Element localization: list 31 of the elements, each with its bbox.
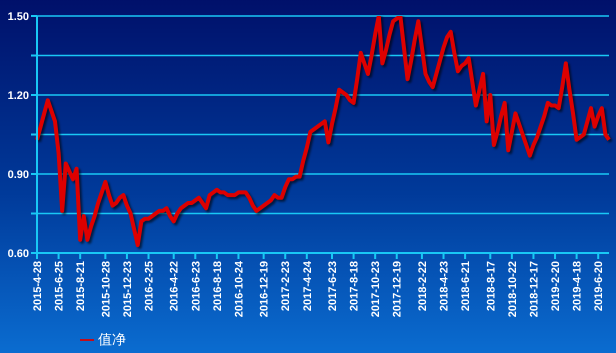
y-tick-label: 0.90 xyxy=(8,168,29,181)
x-tick-label: 2018-8-17 xyxy=(485,261,498,312)
y-tick-label: 1.50 xyxy=(8,10,29,23)
x-tick-label: 2017-8-18 xyxy=(348,261,361,312)
x-tick-label: 2016-6-23 xyxy=(190,261,202,312)
x-tick-label: 2015-8-21 xyxy=(75,261,88,312)
x-tick-label: 2018-2-22 xyxy=(416,261,429,312)
x-tick-label: 2018-6-21 xyxy=(460,261,472,312)
x-tick-label: 2019-2-20 xyxy=(550,261,562,312)
x-tick-label: 2018-12-17 xyxy=(528,261,540,318)
x-tick-label: 2018-10-22 xyxy=(506,261,519,318)
x-tick-label: 2015-4-28 xyxy=(32,261,44,312)
y-tick-label: 0.60 xyxy=(8,248,29,260)
x-tick-label: 2019-4-18 xyxy=(572,261,584,312)
legend-label: 值净 xyxy=(98,333,126,348)
x-tick-label: 2016-8-18 xyxy=(212,261,224,312)
x-tick-label: 2016-10-24 xyxy=(233,260,246,318)
x-tick-label: 2016-2-25 xyxy=(144,261,156,312)
x-tick-label: 2017-4-24 xyxy=(302,260,314,312)
x-tick-label: 2017-6-23 xyxy=(326,261,339,312)
x-tick-label: 2016-12-19 xyxy=(258,261,271,318)
x-tick-label: 2015-12-23 xyxy=(122,261,134,318)
x-tick-label: 2016-4-22 xyxy=(168,261,181,312)
x-tick-label: 2015-6-25 xyxy=(54,261,66,312)
x-tick-label: 2017-10-23 xyxy=(370,261,382,318)
x-tick-label: 2018-4-23 xyxy=(438,261,451,312)
x-tick-label: 2017-12-19 xyxy=(392,261,404,318)
x-tick-label: 2017-2-23 xyxy=(280,261,292,312)
x-tick-label: 2015-10-28 xyxy=(100,261,112,318)
x-tick-label: 2019-6-20 xyxy=(593,261,606,312)
y-tick-label: 1.20 xyxy=(8,90,29,102)
